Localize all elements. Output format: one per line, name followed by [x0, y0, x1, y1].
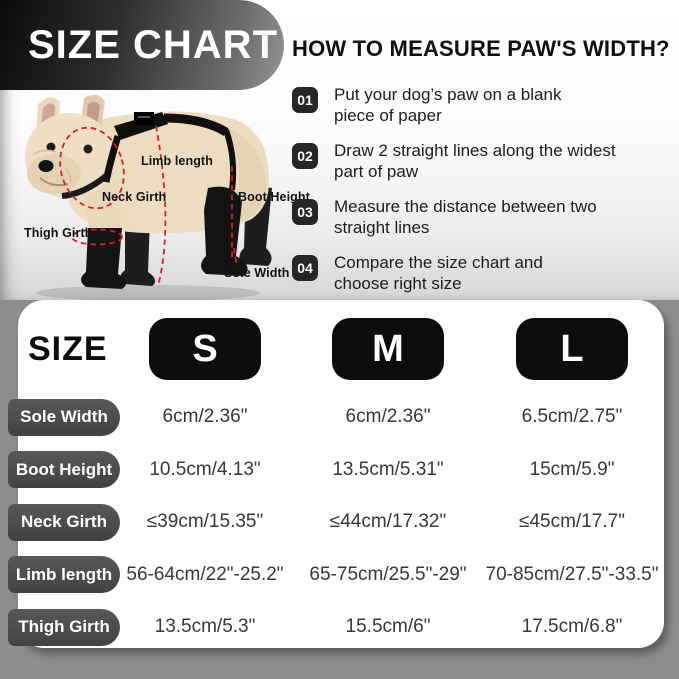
dog-measurement-diagram: Limb length Neck Girth Thigh Girth Boot … — [8, 90, 310, 310]
step-number-badge: 01 — [292, 87, 318, 113]
howto-title: HOW TO MEASURE PAW'S WIDTH? — [292, 36, 670, 61]
cell-value: 70-85cm/27.5"-33.5" — [485, 563, 659, 585]
cell-value: 17.5cm/6.8" — [521, 616, 623, 638]
label-sole-width: Sole Width — [224, 266, 290, 280]
step-number-badge: 03 — [292, 199, 318, 225]
limb-length-annotation — [155, 125, 167, 287]
cell-value: 15.5cm/6" — [345, 616, 431, 638]
table-row-boot-height: Boot Height 10.5cm/4.13" 13.5cm/5.31" 15… — [8, 444, 664, 497]
cell-value: ≤39cm/15.35" — [146, 511, 264, 533]
step-item-1: 01 Put your dog’s paw on a blank piece o… — [292, 84, 674, 126]
row-label-pill: Thigh Girth — [8, 608, 120, 646]
table-size-label: SIZE — [28, 329, 108, 368]
step-text: Put your dog’s paw on a blank piece of p… — [334, 85, 562, 125]
table-row-thigh-girth: Thigh Girth 13.5cm/5.3" 15.5cm/6" 17.5cm… — [8, 601, 664, 654]
cell-value: 6cm/2.36" — [162, 406, 248, 428]
howto-section: HOW TO MEASURE PAW'S WIDTH? 01 Put your … — [292, 30, 674, 294]
step-item-4: 04 Compare the size chart and choose rig… — [292, 252, 674, 294]
steps-list: 01 Put your dog’s paw on a blank piece o… — [292, 84, 674, 294]
row-label-pill: Limb length — [8, 556, 120, 594]
cell-value: 6cm/2.36" — [345, 406, 431, 428]
row-label-pill: Neck Girth — [8, 503, 120, 541]
cell-value: 13.5cm/5.31" — [332, 458, 444, 480]
top-section: SIZE CHART — [0, 0, 679, 301]
step-number-badge: 02 — [292, 143, 318, 169]
step-text: Compare the size chart and choose right … — [334, 253, 543, 293]
table-body: Sole Width 6cm/2.36" 6cm/2.36" 6.5cm/2.7… — [8, 391, 664, 654]
cell-value: 56-64cm/22"-25.2" — [126, 563, 284, 585]
cell-value: ≤45cm/17.7" — [519, 511, 625, 533]
page-title: SIZE CHART — [28, 22, 278, 67]
label-limb-length: Limb length — [141, 154, 213, 168]
cell-value: 6.5cm/2.75" — [521, 406, 623, 428]
cell-value: 65-75cm/25.5"-29" — [309, 563, 467, 585]
cell-value: 15cm/5.9" — [529, 458, 615, 480]
table-row-neck-girth: Neck Girth ≤39cm/15.35" ≤44cm/17.32" ≤45… — [8, 496, 664, 549]
table-row-sole-width: Sole Width 6cm/2.36" 6cm/2.36" 6.5cm/2.7… — [8, 391, 664, 444]
thigh-girth-annotation — [71, 228, 123, 246]
sole-width-annotation — [233, 247, 238, 268]
row-label-pill: Boot Height — [8, 451, 120, 489]
cell-value: 13.5cm/5.3" — [154, 616, 256, 638]
row-label-pill: Sole Width — [8, 398, 120, 436]
size-badge-l: L — [516, 318, 628, 380]
label-thigh-girth: Thigh Girth — [24, 226, 93, 240]
step-text: Draw 2 straight lines along the widest p… — [334, 141, 616, 181]
step-item-3: 03 Measure the distance between two stra… — [292, 196, 674, 238]
size-badge-s: S — [149, 318, 261, 380]
table-row-limb-length: Limb length 56-64cm/22"-25.2" 65-75cm/25… — [8, 549, 664, 602]
size-chart-banner: SIZE CHART — [0, 0, 284, 90]
neck-girth-annotation — [59, 126, 125, 210]
step-item-2: 02 Draw 2 straight lines along the wides… — [292, 140, 674, 182]
dog-wearing-boots-illustration — [25, 94, 272, 301]
table-header-row: SIZE S M L — [18, 318, 664, 380]
size-badge-m: M — [332, 318, 444, 380]
step-number-badge: 04 — [292, 255, 318, 281]
cell-value: ≤44cm/17.32" — [329, 511, 447, 533]
label-boot-height: Boot Height — [238, 190, 310, 204]
cell-value: 10.5cm/4.13" — [149, 458, 261, 480]
label-neck-girth: Neck Girth — [102, 190, 167, 204]
size-table-card: SIZE S M L Sole Width 6cm/2.36" 6cm/2.36… — [8, 300, 664, 648]
step-text: Measure the distance between two straigh… — [334, 197, 597, 237]
